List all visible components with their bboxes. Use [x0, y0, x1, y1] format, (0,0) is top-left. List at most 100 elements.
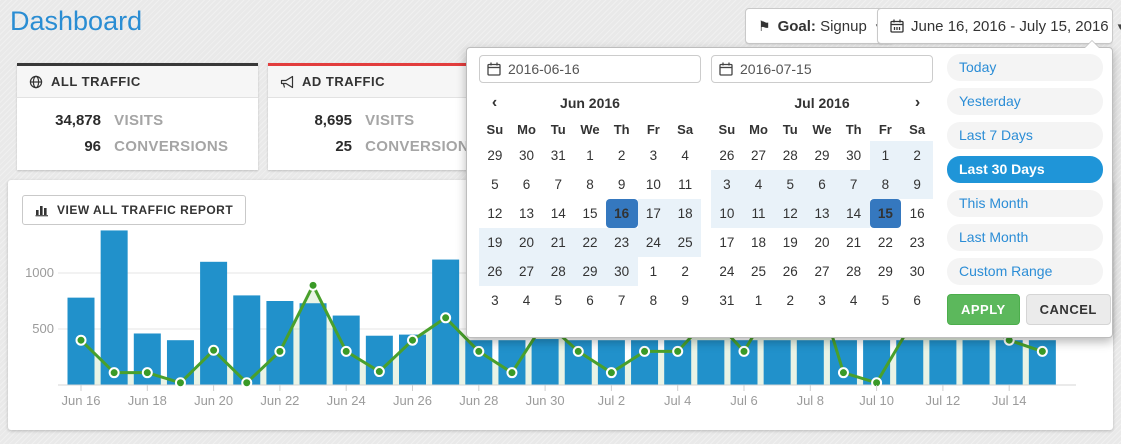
calendar-day-cell[interactable]: 11: [678, 177, 693, 192]
calendar-day-cell[interactable]: 5: [554, 293, 563, 308]
calendar-day-cell[interactable]: 27: [814, 264, 830, 279]
calendar-day-cell[interactable]: 9: [681, 293, 689, 308]
calendar-day-cell[interactable]: 28: [782, 148, 798, 163]
calendar-day-cell[interactable]: 3: [711, 170, 743, 199]
calendar-day-cell[interactable]: 6: [586, 293, 594, 308]
calendar-day-cell[interactable]: 23: [909, 235, 925, 250]
range-preset-this-month[interactable]: This Month: [947, 190, 1103, 217]
calendar-day-cell[interactable]: 26: [782, 264, 798, 279]
calendar-day-cell[interactable]: 4: [742, 170, 775, 199]
calendar-day-cell[interactable]: 31: [550, 148, 566, 163]
calendar-day-cell[interactable]: 7: [837, 170, 870, 199]
calendar-day-cell[interactable]: 14: [837, 199, 870, 228]
range-preset-custom-range[interactable]: Custom Range: [947, 258, 1103, 285]
calendar-day-cell[interactable]: 2: [617, 148, 626, 163]
calendar-day-cell[interactable]: 24: [637, 228, 670, 257]
calendar-day-cell[interactable]: 6: [913, 293, 921, 308]
calendar-day-cell[interactable]: 15: [869, 199, 902, 228]
calendar-day-cell[interactable]: 10: [711, 199, 743, 228]
calendar-day-cell[interactable]: 30: [605, 257, 638, 286]
calendar-day-cell[interactable]: 20: [510, 228, 543, 257]
calendar-day-cell[interactable]: 28: [542, 257, 575, 286]
calendar-day-cell[interactable]: 26: [719, 148, 735, 163]
date-range-button[interactable]: June 16, 2016 - July 15, 2016 ▾: [877, 8, 1121, 44]
calendar-day-cell[interactable]: 18: [751, 235, 767, 250]
calendar-day-cell[interactable]: 27: [510, 257, 543, 286]
calendar-day-cell[interactable]: 4: [681, 148, 689, 163]
calendar-day-cell[interactable]: 30: [519, 148, 535, 163]
calendar-day-cell[interactable]: 15: [582, 206, 598, 221]
calendar-day-cell[interactable]: 5: [774, 170, 807, 199]
calendar-day-cell[interactable]: 19: [782, 235, 798, 250]
calendar-day-cell[interactable]: 7: [617, 293, 626, 308]
view-all-traffic-report-button[interactable]: VIEW ALL TRAFFIC REPORT: [22, 195, 247, 225]
calendar-day-cell[interactable]: 5: [881, 293, 890, 308]
calendar-day-cell[interactable]: 4: [849, 293, 858, 308]
calendar-day-cell[interactable]: 17: [637, 199, 670, 228]
calendar-day-cell[interactable]: 13: [806, 199, 838, 228]
calendar-day-cell[interactable]: 3: [491, 293, 499, 308]
calendar-day-cell[interactable]: 29: [574, 257, 606, 286]
calendar-day-cell[interactable]: 19: [479, 228, 511, 257]
calendar-day-cell[interactable]: 8: [586, 177, 594, 192]
calendar-day-cell[interactable]: 22: [877, 235, 893, 250]
calendar-day-cell[interactable]: 20: [814, 235, 830, 250]
calendar-day-cell[interactable]: 14: [550, 206, 566, 221]
calendar-day-cell[interactable]: 24: [719, 264, 735, 279]
calendar-day-cell[interactable]: 9: [901, 170, 933, 199]
range-preset-last-7-days[interactable]: Last 7 Days: [947, 122, 1103, 149]
range-preset-yesterday[interactable]: Yesterday: [947, 88, 1103, 115]
calendar-day-cell[interactable]: 2: [681, 264, 689, 279]
calendar-day-cell[interactable]: 2: [901, 141, 933, 170]
calendar-day-cell[interactable]: 21: [542, 228, 575, 257]
calendar-day-cell[interactable]: 5: [491, 177, 499, 192]
calendar-day-cell[interactable]: 2: [786, 293, 795, 308]
calendar-day-cell[interactable]: 18: [669, 199, 701, 228]
calendar-day-cell[interactable]: 4: [522, 293, 531, 308]
cancel-button[interactable]: CANCEL: [1025, 294, 1111, 325]
calendar-day-cell[interactable]: 29: [487, 148, 503, 163]
calendar-day-cell[interactable]: 9: [617, 177, 626, 192]
range-preset-today[interactable]: Today: [947, 54, 1103, 81]
calendar-day-cell[interactable]: 7: [554, 177, 563, 192]
calendar-day-cell[interactable]: 1: [586, 148, 594, 163]
calendar-day-cell[interactable]: 8: [649, 293, 658, 308]
calendar-day-cell[interactable]: 31: [719, 293, 735, 308]
calendar-day-cell[interactable]: 3: [649, 148, 658, 163]
calendar-day-cell[interactable]: 30: [909, 264, 925, 279]
calendar-day-cell[interactable]: 23: [605, 228, 638, 257]
calendar-day-cell[interactable]: 28: [846, 264, 862, 279]
calendar-day-cell[interactable]: 12: [487, 206, 503, 221]
calendar-day-cell[interactable]: 29: [814, 148, 830, 163]
start-date-input[interactable]: [479, 55, 701, 83]
calendar-day-cell[interactable]: 1: [869, 141, 902, 170]
calendar-day-cell[interactable]: 29: [877, 264, 893, 279]
range-preset-last-month[interactable]: Last Month: [947, 224, 1103, 251]
calendar-day-cell[interactable]: 25: [669, 228, 701, 257]
calendar-day-cell[interactable]: 17: [719, 235, 735, 250]
calendar-day-cell[interactable]: 30: [846, 148, 862, 163]
calendar-day-cell[interactable]: 12: [774, 199, 807, 228]
goal-selector-button[interactable]: ⚑ Goal: Signup ▾: [745, 8, 895, 44]
calendar-day-cell[interactable]: 13: [519, 206, 535, 221]
calendar-day-cell[interactable]: 6: [522, 177, 531, 192]
calendar-day-cell[interactable]: 22: [574, 228, 606, 257]
calendar-day-cell[interactable]: 3: [818, 293, 826, 308]
apply-button[interactable]: APPLY: [947, 294, 1020, 325]
calendar-day-cell[interactable]: 16: [909, 206, 925, 221]
calendar-day-cell[interactable]: 27: [751, 148, 767, 163]
calendar-day-cell[interactable]: 11: [742, 199, 775, 228]
calendar-day-cell[interactable]: 1: [649, 264, 658, 279]
prev-month-icon[interactable]: ‹: [491, 94, 498, 111]
calendar-day-cell[interactable]: 25: [751, 264, 767, 279]
end-date-input[interactable]: [711, 55, 933, 83]
calendar-day-cell[interactable]: 10: [645, 177, 661, 192]
calendar-day-cell[interactable]: 21: [846, 235, 862, 250]
next-month-icon[interactable]: ›: [914, 94, 921, 111]
calendar-day-cell[interactable]: 1: [754, 293, 763, 308]
calendar-day-cell[interactable]: 6: [806, 170, 838, 199]
calendar-day-cell[interactable]: 26: [479, 257, 511, 286]
range-preset-last-30-days[interactable]: Last 30 Days: [947, 156, 1103, 183]
calendar-day-cell[interactable]: 16: [605, 199, 638, 228]
calendar-day-cell[interactable]: 8: [869, 170, 902, 199]
